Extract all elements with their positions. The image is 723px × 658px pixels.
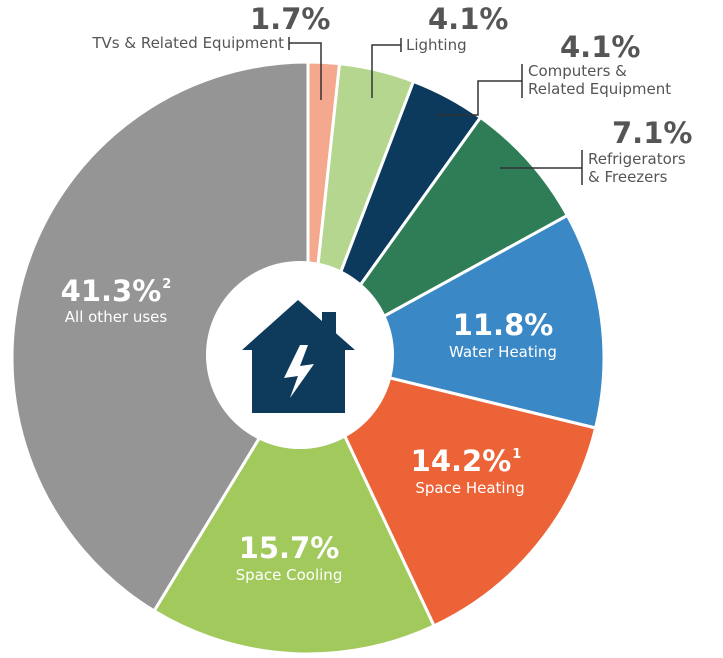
value-label: 11.8% bbox=[453, 308, 554, 343]
category-label: Lighting bbox=[406, 36, 467, 54]
category-label: Space Cooling bbox=[235, 566, 343, 584]
leader-line bbox=[371, 38, 402, 98]
pie-slice bbox=[152, 354, 437, 656]
value-text: 7.1% bbox=[612, 116, 693, 150]
category-label: Refrigerators & Freezers bbox=[588, 150, 686, 186]
value-text: 15.7% bbox=[238, 531, 340, 565]
footnote-mark: 1 bbox=[512, 447, 522, 462]
leader-lines bbox=[288, 37, 583, 185]
leader-line bbox=[288, 37, 322, 100]
category-label: Computers & Related Equipment bbox=[528, 62, 672, 98]
value-label: 4.1% bbox=[560, 30, 640, 65]
value-label: 14.2%1 bbox=[411, 444, 522, 479]
value-label: 15.7% bbox=[239, 531, 340, 566]
value-label: 1.7% bbox=[250, 2, 330, 37]
value-label: 41.3%2 bbox=[61, 274, 172, 309]
value-text: 14.2% bbox=[410, 444, 512, 478]
category-label: Space Heating bbox=[415, 479, 525, 497]
category-label: Water Heating bbox=[449, 343, 557, 361]
value-text: 4.1% bbox=[428, 2, 509, 36]
pie-slice bbox=[10, 60, 310, 613]
leader-line bbox=[436, 64, 523, 116]
value-text: 1.7% bbox=[250, 2, 331, 36]
value-label: 7.1% bbox=[612, 116, 692, 151]
category-label: All other uses bbox=[64, 308, 168, 326]
pie-slice bbox=[305, 355, 598, 628]
value-text: 4.1% bbox=[560, 30, 641, 64]
house-icon bbox=[242, 300, 355, 413]
leader-line bbox=[500, 150, 583, 185]
value-text: 41.3% bbox=[60, 274, 162, 308]
value-text: 11.8% bbox=[452, 308, 554, 342]
footnote-mark: 2 bbox=[162, 277, 172, 292]
category-label: TVs & Related Equipment bbox=[92, 34, 284, 52]
value-label: 4.1% bbox=[428, 2, 508, 37]
